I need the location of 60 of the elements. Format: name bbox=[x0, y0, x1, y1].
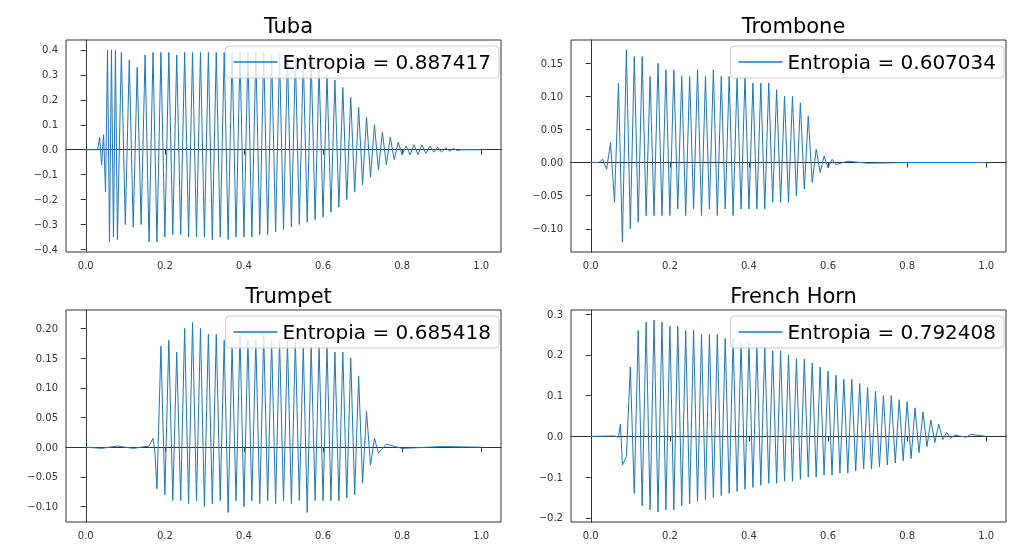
x-tick-label: 0.8 bbox=[899, 259, 916, 271]
y-tick-label: −0.4 bbox=[33, 244, 58, 256]
x-tick-label: 1.0 bbox=[473, 529, 490, 541]
x-tick-label: 0.6 bbox=[820, 529, 836, 541]
y-tick-label: 0.2 bbox=[547, 349, 563, 361]
x-tick-label: 0.6 bbox=[315, 259, 331, 271]
legend-label: Entropia = 0.792408 bbox=[787, 320, 997, 344]
x-tick-label: 0.2 bbox=[156, 529, 173, 541]
y-tick-label: −0.2 bbox=[538, 512, 563, 524]
y-tick-label: 0.00 bbox=[540, 157, 563, 169]
x-tick-label: 0.0 bbox=[77, 259, 94, 271]
x-tick-label: 0.6 bbox=[315, 529, 331, 541]
y-tick-label: 0.1 bbox=[547, 390, 563, 402]
x-tick-label: 0.4 bbox=[741, 529, 757, 541]
chart-title: Trumpet bbox=[244, 283, 332, 308]
y-tick-label: 0.15 bbox=[540, 57, 563, 69]
y-tick-label: 0.05 bbox=[35, 411, 58, 423]
y-tick-label: −0.05 bbox=[532, 190, 563, 202]
y-tick-label: 0.3 bbox=[547, 308, 563, 320]
x-tick-label: 0.8 bbox=[394, 529, 411, 541]
legend-label: Entropia = 0.607034 bbox=[787, 50, 997, 74]
x-tick-label: 0.8 bbox=[899, 529, 916, 541]
chart-title: French Horn bbox=[730, 283, 857, 308]
y-tick-label: −0.10 bbox=[532, 223, 563, 235]
y-tick-label: 0.05 bbox=[540, 123, 563, 135]
x-tick-label: 0.8 bbox=[394, 259, 411, 271]
y-tick-label: −0.10 bbox=[27, 501, 58, 513]
x-tick-label: 0.0 bbox=[582, 259, 599, 271]
x-tick-label: 1.0 bbox=[473, 259, 490, 271]
y-tick-label: 0.0 bbox=[547, 430, 563, 442]
x-tick-label: 0.2 bbox=[661, 259, 678, 271]
y-tick-label: 0.1 bbox=[42, 119, 58, 131]
y-tick-label: −0.1 bbox=[33, 169, 58, 181]
x-tick-label: 0.4 bbox=[236, 529, 252, 541]
legend-label: Entropia = 0.887417 bbox=[282, 50, 492, 74]
x-tick-label: 0.2 bbox=[661, 529, 678, 541]
y-tick-label: 0.15 bbox=[35, 352, 58, 364]
y-tick-label: −0.05 bbox=[27, 471, 58, 483]
y-tick-label: 0.0 bbox=[42, 144, 58, 156]
y-tick-label: −0.2 bbox=[33, 194, 58, 206]
x-tick-label: 0.0 bbox=[77, 529, 94, 541]
y-tick-label: −0.3 bbox=[33, 219, 58, 231]
x-tick-label: 0.0 bbox=[582, 529, 599, 541]
x-tick-label: 1.0 bbox=[978, 259, 995, 271]
chart-title: Tuba bbox=[262, 13, 314, 38]
x-tick-label: 0.4 bbox=[741, 259, 757, 271]
x-tick-label: 0.6 bbox=[820, 259, 836, 271]
y-tick-label: 0.20 bbox=[35, 322, 58, 334]
x-tick-label: 0.2 bbox=[156, 259, 173, 271]
y-tick-label: −0.1 bbox=[538, 471, 563, 483]
y-tick-label: 0.2 bbox=[42, 94, 58, 106]
y-tick-label: 0.10 bbox=[35, 382, 58, 394]
y-tick-label: 0.4 bbox=[42, 44, 58, 56]
x-tick-label: 0.4 bbox=[236, 259, 252, 271]
y-tick-label: 0.10 bbox=[540, 90, 563, 102]
y-tick-label: 0.3 bbox=[42, 69, 58, 81]
chart-title: Trombone bbox=[740, 13, 846, 38]
x-tick-label: 1.0 bbox=[978, 529, 995, 541]
y-tick-label: 0.00 bbox=[35, 441, 58, 453]
legend-label: Entropia = 0.685418 bbox=[282, 320, 492, 344]
